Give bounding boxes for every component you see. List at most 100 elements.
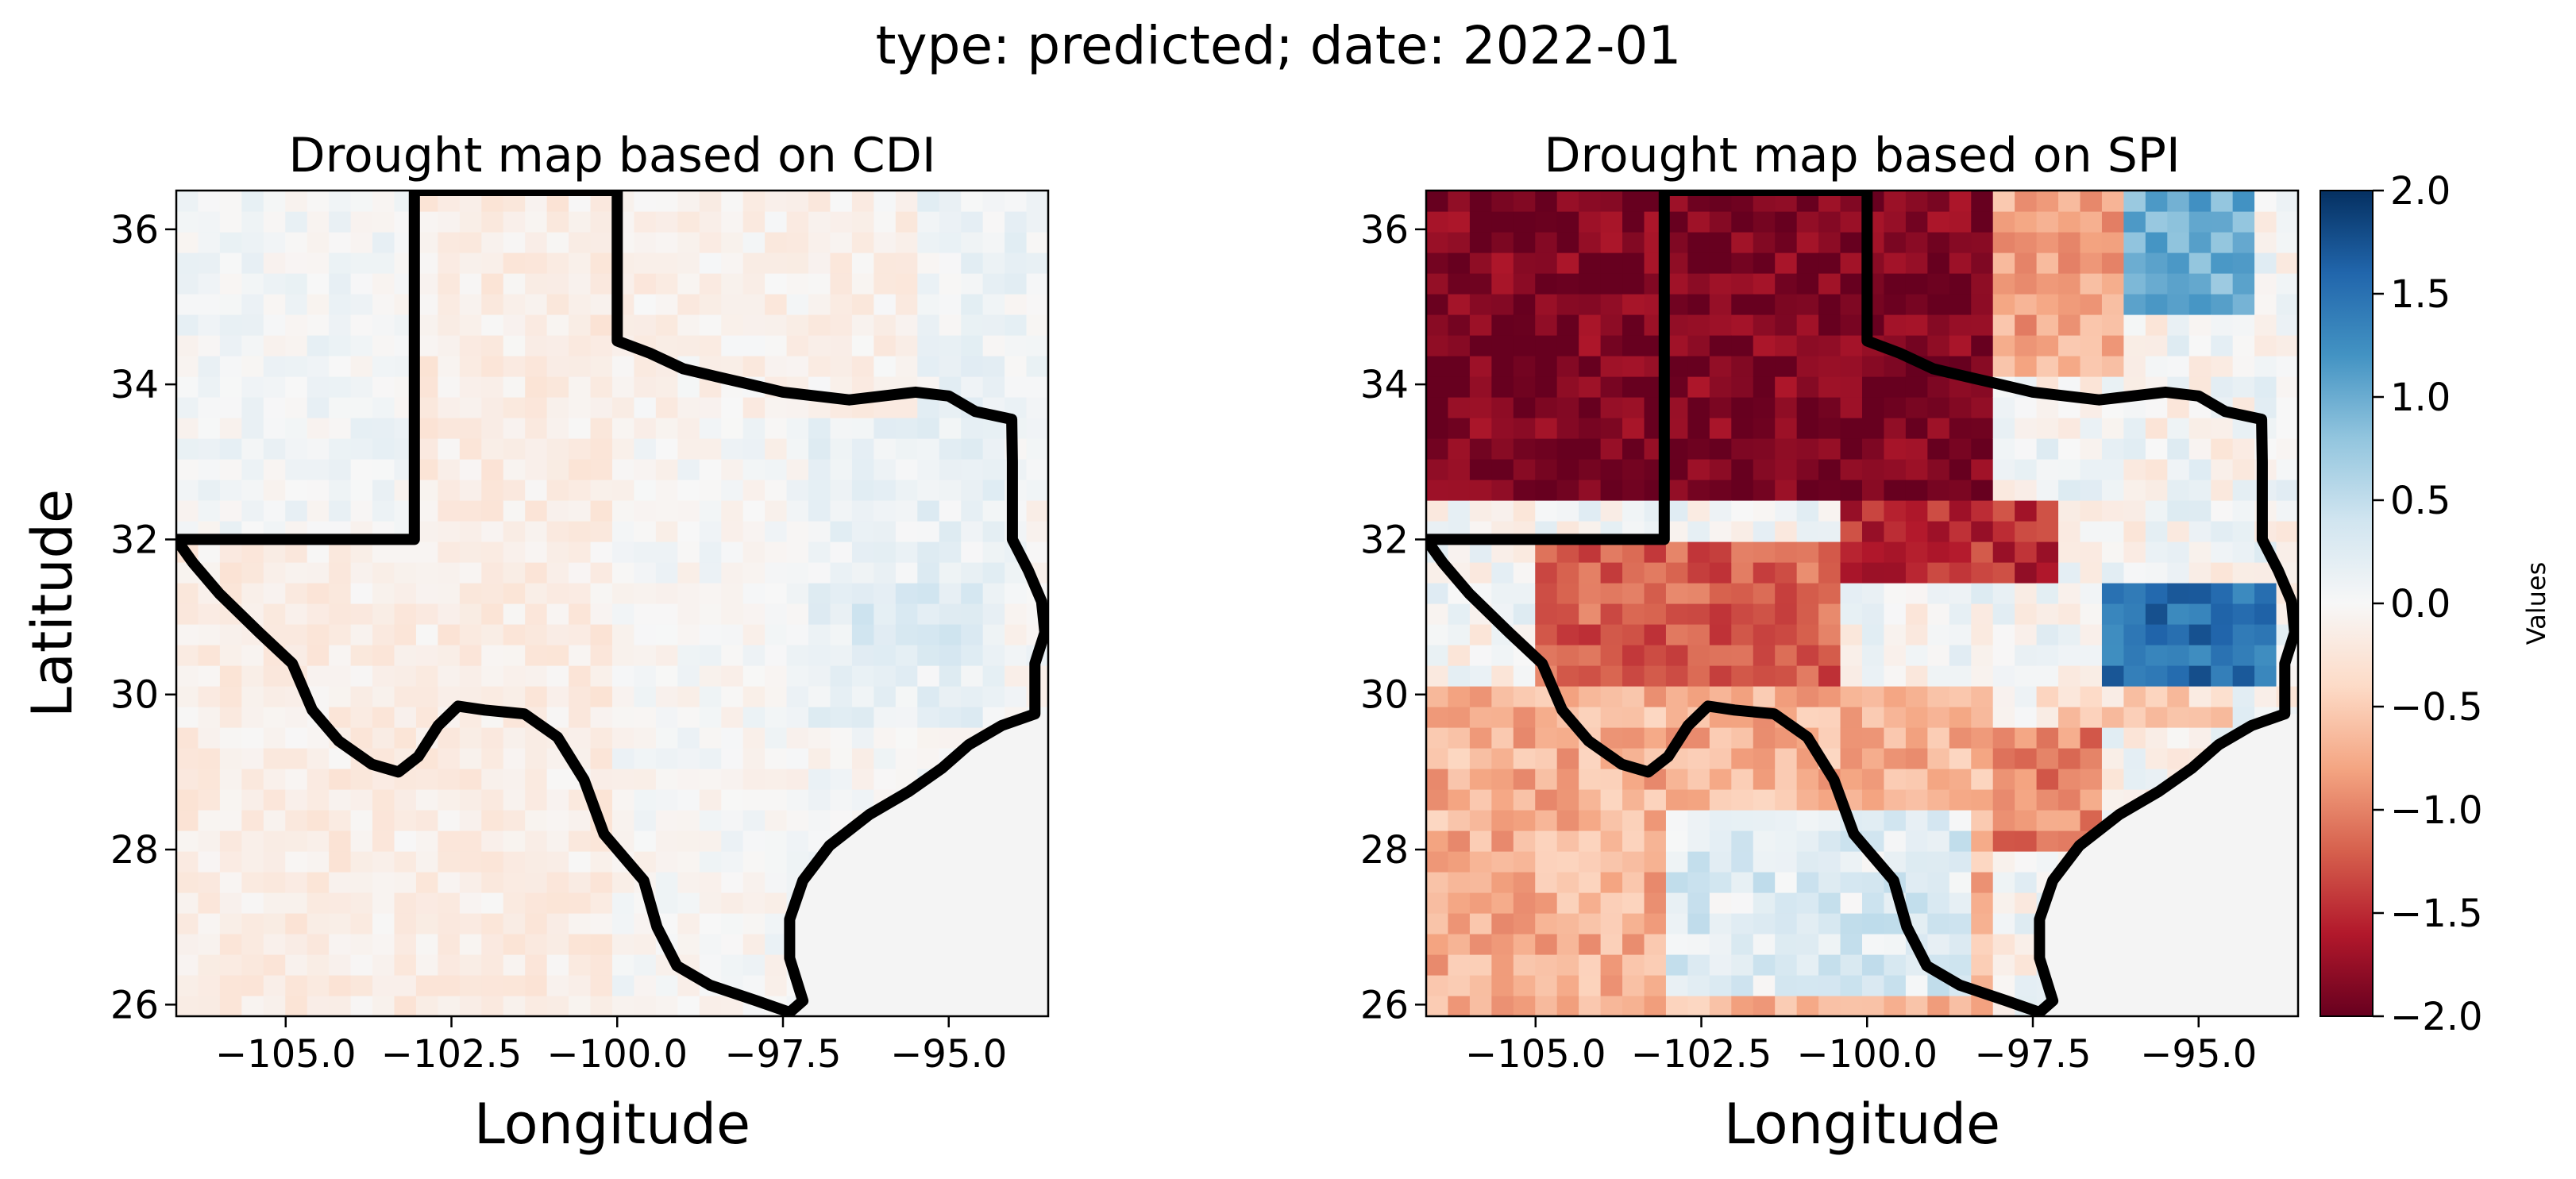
heatmap-cell xyxy=(655,562,678,584)
heatmap-cell xyxy=(1535,996,1558,1016)
heatmap-cell xyxy=(982,521,1005,542)
heatmap-cell xyxy=(1556,769,1579,790)
heatmap-cell xyxy=(590,665,613,687)
heatmap-cell xyxy=(2080,727,2103,749)
heatmap-cell xyxy=(263,583,286,604)
heatmap-cell xyxy=(1884,830,1907,852)
heatmap-cell xyxy=(699,645,722,666)
heatmap-cell xyxy=(1600,913,1623,934)
heatmap-cell xyxy=(1709,645,1732,666)
heatmap-cell xyxy=(438,913,461,934)
heatmap-cell xyxy=(329,459,352,480)
heatmap-cell xyxy=(1992,273,2015,295)
heatmap-cell xyxy=(198,727,221,749)
heatmap-cell xyxy=(612,397,635,418)
heatmap-cell xyxy=(808,232,831,253)
heatmap-cell xyxy=(525,294,548,315)
heatmap-cell xyxy=(1796,541,1819,563)
heatmap-cell xyxy=(1775,459,1798,480)
heatmap-cell xyxy=(2058,232,2081,253)
heatmap-cell xyxy=(1579,810,1602,831)
heatmap-cell xyxy=(612,748,635,769)
heatmap-cell xyxy=(198,191,221,212)
heatmap-cell xyxy=(1753,294,1776,315)
heatmap-cell xyxy=(176,954,199,976)
heatmap-cell xyxy=(2145,252,2168,274)
y-tick-label: 34 xyxy=(1360,363,1409,407)
heatmap-cell xyxy=(438,789,461,811)
heatmap-cell xyxy=(1426,603,1449,625)
heatmap-cell xyxy=(2101,686,2124,707)
heatmap-cell xyxy=(1818,830,1841,852)
heatmap-cell xyxy=(961,376,984,398)
heatmap-cell xyxy=(2276,356,2298,377)
heatmap-cell xyxy=(1491,562,1514,584)
heatmap-cell xyxy=(1992,748,2015,769)
heatmap-cell xyxy=(2101,211,2124,233)
heatmap-cell xyxy=(765,707,788,728)
heatmap-cell xyxy=(1840,934,1863,955)
heatmap-cell xyxy=(612,975,635,996)
heatmap-cell xyxy=(350,996,373,1016)
heatmap-cell xyxy=(481,500,504,522)
heatmap-cell xyxy=(1884,500,1907,522)
heatmap-cell xyxy=(263,500,286,522)
heatmap-cell xyxy=(1949,438,1972,460)
heatmap-cell xyxy=(939,480,962,501)
heatmap-cell xyxy=(1600,665,1623,687)
heatmap-cell xyxy=(503,273,526,295)
heatmap-cell xyxy=(503,521,526,542)
heatmap-cell xyxy=(1753,252,1776,274)
heatmap-cell xyxy=(350,562,373,584)
heatmap-cell xyxy=(2036,789,2059,811)
heatmap-cell xyxy=(481,376,504,398)
heatmap-cell xyxy=(350,583,373,604)
heatmap-cell xyxy=(634,665,657,687)
heatmap-cell xyxy=(329,769,352,790)
heatmap-cell xyxy=(590,459,613,480)
heatmap-cell xyxy=(1775,892,1798,914)
heatmap-cell xyxy=(808,707,831,728)
heatmap-cell xyxy=(2123,273,2146,295)
heatmap-cell xyxy=(1556,665,1579,687)
heatmap-cell xyxy=(569,954,592,976)
heatmap-cell xyxy=(1992,769,2015,790)
heatmap-cell xyxy=(1622,294,1645,315)
heatmap-cell xyxy=(307,769,330,790)
heatmap-cell xyxy=(2101,335,2124,356)
heatmap-cell xyxy=(1644,707,1667,728)
heatmap-cell xyxy=(1818,913,1841,934)
heatmap-cell xyxy=(721,789,744,811)
heatmap-cell xyxy=(851,314,874,336)
heatmap-cell xyxy=(1927,500,1950,522)
colorbar-tick-label: −1.5 xyxy=(2390,892,2483,936)
heatmap-cell xyxy=(2211,438,2234,460)
heatmap-cell xyxy=(2123,480,2146,501)
heatmap-cell xyxy=(1775,996,1798,1016)
heatmap-cell xyxy=(525,314,548,336)
heatmap-cell xyxy=(2058,211,2081,233)
heatmap-cell xyxy=(742,603,765,625)
heatmap-cell xyxy=(2080,459,2103,480)
heatmap-cell xyxy=(1731,645,1754,666)
heatmap-cell xyxy=(612,376,635,398)
heatmap-cell xyxy=(1905,707,1928,728)
heatmap-cell xyxy=(2232,562,2255,584)
heatmap-cell xyxy=(1687,954,1710,976)
heatmap-cell xyxy=(1949,913,1972,934)
heatmap-cell xyxy=(438,624,461,645)
heatmap-cell xyxy=(917,583,940,604)
heatmap-cell xyxy=(1992,789,2015,811)
heatmap-cell xyxy=(1600,851,1623,873)
heatmap-cell xyxy=(1687,872,1710,893)
heatmap-cell xyxy=(285,294,308,315)
heatmap-cell xyxy=(241,252,264,274)
heatmap-cell xyxy=(1971,314,1994,336)
heatmap-cell xyxy=(2101,727,2124,749)
heatmap-cell xyxy=(350,211,373,233)
heatmap-cell xyxy=(546,975,569,996)
heatmap-cell xyxy=(1622,603,1645,625)
heatmap-cell xyxy=(1687,459,1710,480)
heatmap-cell xyxy=(1448,748,1471,769)
heatmap-cell xyxy=(1687,418,1710,439)
